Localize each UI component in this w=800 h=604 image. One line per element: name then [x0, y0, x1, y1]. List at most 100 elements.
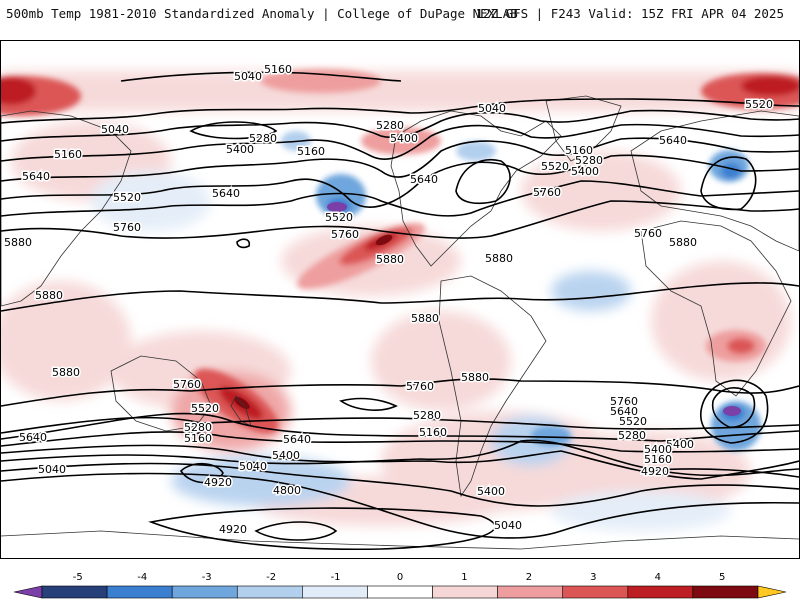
contour-label: 5040 — [478, 102, 506, 115]
positive-anomaly-core — [234, 396, 250, 410]
positive-anomaly-area — [521, 151, 681, 231]
contour-5880 — [1, 378, 799, 407]
contour-5040 — [1, 472, 799, 539]
height-contours — [1, 71, 799, 551]
contour-label: 4920 — [204, 476, 232, 489]
contour-label: 5640 — [212, 187, 240, 200]
contour-5160 — [120, 71, 402, 82]
contour-5880 — [236, 238, 251, 249]
colorbar-segment — [367, 585, 433, 599]
colorbar-tick-label: -1 — [331, 572, 341, 583]
colorbar-segment — [562, 585, 629, 599]
colorbar-tick-label: 5 — [719, 572, 725, 583]
contour-label: 5280 — [413, 409, 441, 422]
contour-label: 5880 — [376, 253, 404, 266]
contour-label: 5160 — [54, 148, 82, 161]
contour-label: 4920 — [641, 465, 669, 478]
map-panel: 5160 5040 5040 5040 5520 5280 5400 5160 … — [0, 40, 800, 559]
positive-anomaly-area — [1, 77, 36, 105]
positive-anomaly-area — [261, 69, 381, 93]
colorbar-segment — [41, 585, 108, 599]
contour-5640 — [1, 412, 799, 442]
contour-label: 5880 — [485, 252, 513, 265]
contour-label: 5760 — [634, 227, 662, 240]
greenland-coastline — [545, 95, 622, 162]
contour-5160 — [1, 109, 799, 142]
contour-label: 5760 — [173, 378, 201, 391]
contour-label: 5520 — [745, 98, 773, 111]
contour-label: 5160 — [419, 426, 447, 439]
positive-anomaly-area — [727, 338, 755, 354]
contour-5280 — [1, 439, 799, 477]
contour-5400 — [700, 379, 769, 444]
negative-anomaly-area — [171, 456, 351, 506]
contour-label: 5280 — [184, 421, 212, 434]
contour-5280 — [711, 387, 756, 428]
map-title: 500mb Temp 1981-2010 Standardized Anomal… — [6, 6, 518, 21]
contour-4920 — [640, 468, 799, 478]
contour-label: 5880 — [4, 236, 32, 249]
contour-label: 5040 — [494, 519, 522, 532]
positive-anomaly-core — [375, 234, 393, 246]
contour-5160 — [1, 462, 799, 507]
positive-anomaly-area — [361, 127, 441, 155]
contour-label: 5400 — [390, 132, 418, 145]
contour-label: 5280 — [575, 154, 603, 167]
contour-label: 5880 — [52, 366, 80, 379]
contour-label: 5760 — [533, 186, 561, 199]
colorbar-tick-label: 4 — [655, 572, 661, 583]
colorbar-segment — [692, 585, 759, 599]
colorbar-segment — [171, 585, 238, 599]
contour-5640 — [1, 180, 799, 217]
positive-anomaly-area — [1, 281, 131, 401]
negative-anomaly-core — [723, 406, 741, 416]
colorbar-tick-label: 2 — [526, 572, 532, 583]
new-zealand-coastline — [230, 395, 252, 427]
contour-label: 5640 — [659, 134, 687, 147]
colorbar-segment — [302, 585, 368, 599]
contour-label: 5160 — [297, 145, 325, 158]
contour-5520 — [1, 431, 799, 453]
contour-label: 5640 — [19, 431, 47, 444]
contour-label: 5760 — [406, 380, 434, 393]
contour-label: 5880 — [35, 289, 63, 302]
contour-5760 — [1, 200, 799, 239]
contour-label: 5400 — [272, 449, 300, 462]
contour-label: 5280 — [376, 119, 404, 132]
coastlines — [1, 95, 799, 550]
south-america-coastline — [438, 275, 547, 498]
contour-label: 5400 — [571, 165, 599, 178]
colorbar-arrow-low — [13, 585, 43, 599]
contour-label: 5640 — [283, 433, 311, 446]
contour-label: 5880 — [669, 236, 697, 249]
contour-label: 4920 — [219, 523, 247, 536]
contour-label: 5520 — [619, 415, 647, 428]
contour-label: 5160 — [565, 144, 593, 157]
negative-anomaly-core — [327, 202, 347, 212]
model-run-info: 12Z GFS | F243 Valid: 15Z FRI APR 04 202… — [475, 6, 784, 21]
contour-label: 5640 — [410, 173, 438, 186]
contour-label: 5040 — [234, 70, 262, 83]
colorbar-segment — [106, 585, 173, 599]
contour-label: 5040 — [239, 460, 267, 473]
contour-label: 5640 — [22, 170, 50, 183]
australia-coastline — [110, 355, 212, 432]
contour-label: 5160 — [184, 432, 212, 445]
colorbar-boxes — [13, 585, 787, 599]
contour-5160 — [179, 462, 224, 484]
positive-anomaly-area — [651, 261, 791, 381]
colorbar-tick-label: 1 — [461, 572, 467, 583]
contour-label: 5040 — [38, 463, 66, 476]
north-america-coastline — [390, 110, 562, 267]
colorbar-ticks: -5 -4 -3 -2 -1 0 1 2 3 4 5 — [73, 572, 726, 583]
colorbar-segment — [627, 585, 694, 599]
positive-anomaly-area — [371, 311, 511, 411]
contour-5520 — [1, 154, 799, 208]
contour-labels: 5160 5040 5040 5040 5520 5280 5400 5160 … — [3, 62, 775, 538]
contour-label: 5040 — [101, 123, 129, 136]
colorbar-tick-label: -3 — [202, 572, 212, 583]
contour-label: 5760 — [610, 395, 638, 408]
contour-label: 5880 — [411, 312, 439, 325]
positive-anomaly-area — [741, 76, 799, 96]
contour-5400 — [1, 444, 799, 480]
